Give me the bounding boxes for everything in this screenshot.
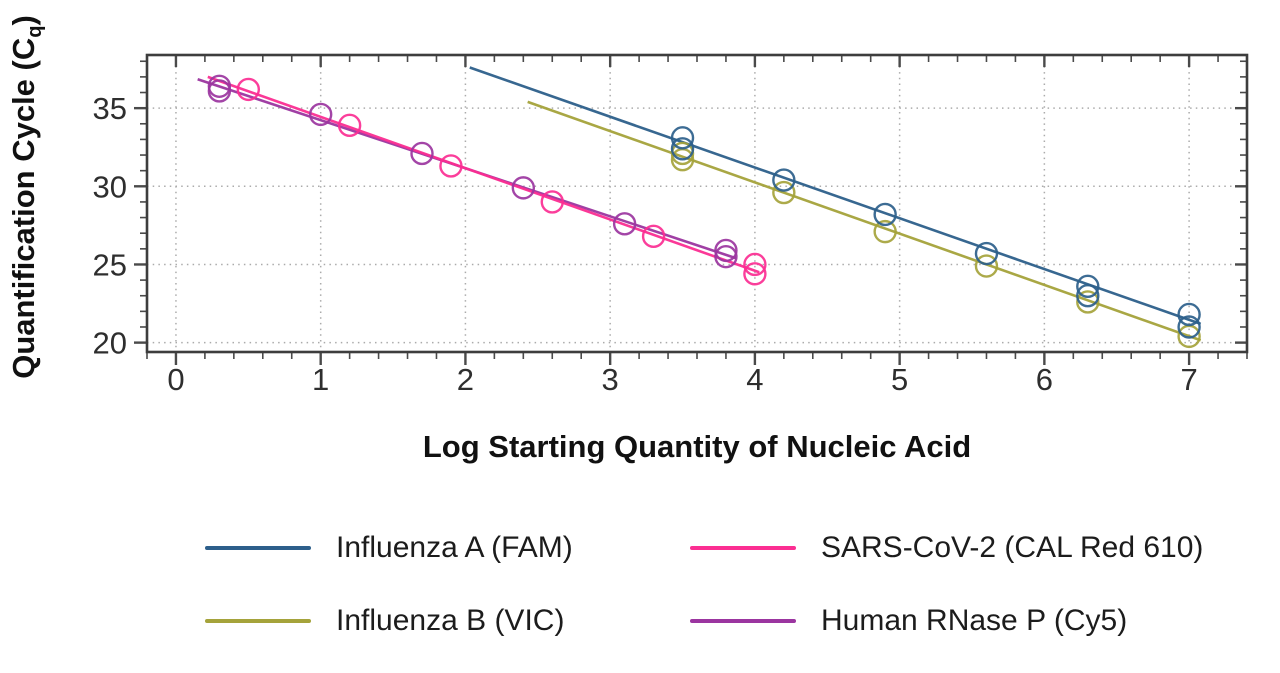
x-tick-label: 3 — [602, 362, 619, 397]
data-point-marker — [772, 168, 796, 192]
x-tick-label: 1 — [312, 362, 329, 397]
legend-label: Influenza A (FAM) — [336, 531, 573, 564]
x-tick-label: 0 — [167, 362, 184, 397]
x-tick-label: 6 — [1036, 362, 1053, 397]
data-point-marker — [873, 202, 897, 227]
data-point-marker — [670, 137, 695, 161]
legend-item-influenza-b: Influenza B (VIC) — [205, 599, 573, 643]
y-tick-label: 20 — [93, 326, 127, 361]
legend-label: SARS-CoV-2 (CAL Red 610) — [821, 531, 1204, 564]
data-point-marker — [540, 190, 564, 214]
legend-line-swatch — [690, 619, 796, 623]
trendline-3 — [207, 75, 760, 274]
data-point-marker — [1076, 274, 1100, 299]
legend-item-sars-cov-2: SARS-CoV-2 (CAL Red 610) — [690, 526, 1203, 570]
data-point-marker — [772, 180, 796, 205]
data-point-marker — [1076, 290, 1100, 314]
data-point-marker — [1177, 315, 1201, 339]
data-point-marker — [974, 241, 999, 266]
legend-line-swatch — [690, 546, 796, 550]
data-point-marker — [410, 141, 434, 166]
x-tick-label: 2 — [457, 362, 474, 397]
legend-label: Human RNase P (Cy5) — [821, 604, 1128, 637]
y-tick-label: 35 — [93, 91, 127, 126]
data-point-marker — [714, 238, 738, 263]
x-axis-title: Log Starting Quantity of Nucleic Acid — [422, 429, 972, 464]
x-tick-label: 5 — [891, 362, 908, 397]
legend-item-influenza-a: Influenza A (FAM) — [205, 526, 573, 570]
trendline-2 — [527, 100, 1202, 342]
plot-border — [145, 53, 1249, 354]
x-tick-label: 7 — [1180, 362, 1197, 397]
y-axis-title-text: Quantification Cycle (C — [6, 37, 41, 379]
legend-item-human-rnase-p: Human RNase P (Cy5) — [690, 599, 1203, 643]
data-point-marker — [641, 224, 666, 249]
data-point-marker — [236, 77, 261, 102]
data-point-marker — [439, 154, 463, 178]
y-axis-title: Quantification Cycle (Cq) — [2, 0, 46, 407]
data-point-marker — [743, 252, 767, 277]
x-tick-label: 4 — [746, 362, 763, 397]
data-point-marker — [873, 219, 897, 244]
data-point-marker — [714, 244, 738, 269]
legend-label: Influenza B (VIC) — [336, 604, 565, 637]
standard-curve-chart: 0 1 2 3 4 5 6 7 20 25 30 35 — [93, 53, 1249, 397]
y-tick-label: 30 — [93, 169, 127, 204]
data-point-marker — [207, 79, 232, 103]
legend-line-swatch — [205, 619, 311, 623]
legend-column-right: SARS-CoV-2 (CAL Red 610) Human RNase P (… — [690, 526, 1203, 672]
y-tick-label: 25 — [93, 247, 127, 282]
data-point-marker — [670, 126, 695, 150]
legend-line-swatch — [205, 546, 311, 550]
y-axis-title-subscript: q — [24, 25, 46, 38]
data-point-marker — [308, 102, 333, 127]
data-point-marker — [612, 212, 637, 236]
data-point-marker — [743, 262, 767, 286]
y-axis-title-suffix: ) — [6, 15, 41, 26]
data-point-marker — [1076, 284, 1100, 308]
legend-column-left: Influenza A (FAM) Influenza B (VIC) — [205, 526, 573, 672]
data-point-marker — [337, 113, 362, 138]
data-point-marker — [1177, 302, 1201, 327]
data-point-marker — [974, 254, 999, 278]
data-point-marker — [511, 176, 536, 200]
